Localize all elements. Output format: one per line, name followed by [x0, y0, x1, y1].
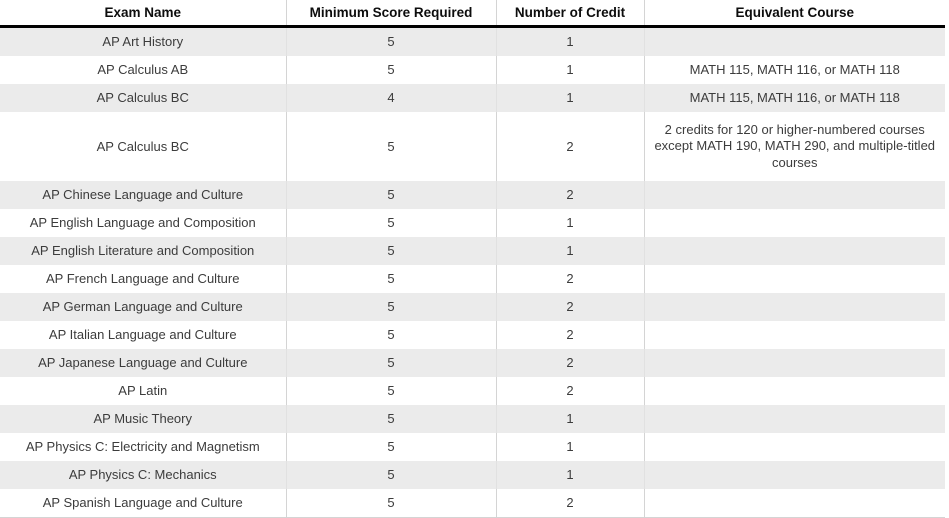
cell-number-of-credit: 1	[496, 84, 645, 112]
cell-exam-name: AP German Language and Culture	[0, 293, 287, 321]
cell-number-of-credit: 2	[496, 293, 645, 321]
cell-minimum-score: 5	[286, 209, 497, 237]
column-header-exam-name: Exam Name	[0, 0, 287, 28]
cell-exam-name: AP Latin	[0, 377, 287, 405]
cell-minimum-score: 5	[286, 405, 497, 433]
cell-number-of-credit: 1	[496, 461, 645, 489]
cell-minimum-score: 5	[286, 489, 497, 518]
table-row: AP Physics C: Electricity and Magnetism 5…	[0, 433, 945, 461]
cell-number-of-credit: 2	[496, 321, 645, 349]
cell-exam-name: AP Spanish Language and Culture	[0, 489, 287, 518]
cell-equivalent-course	[644, 377, 945, 405]
cell-number-of-credit: 2	[496, 181, 645, 209]
table-row: AP English Literature and Composition 5 1	[0, 237, 945, 265]
cell-equivalent-course: MATH 115, MATH 116, or MATH 118	[644, 84, 945, 112]
column-header-number-of-credit: Number of Credit	[496, 0, 645, 28]
cell-equivalent-course	[644, 433, 945, 461]
cell-equivalent-course	[644, 489, 945, 518]
cell-minimum-score: 5	[286, 181, 497, 209]
table-row: AP Art History 5 1	[0, 26, 945, 56]
cell-minimum-score: 5	[286, 112, 497, 181]
table-body: AP Art History 5 1 AP Calculus AB 5 1 MATH 115…	[0, 26, 945, 518]
cell-minimum-score: 5	[286, 26, 497, 56]
cell-number-of-credit: 2	[496, 377, 645, 405]
cell-number-of-credit: 2	[496, 265, 645, 293]
table-row: AP Music Theory 5 1	[0, 405, 945, 433]
cell-equivalent-course: 2 credits for 120 or higher-numbered cou…	[644, 112, 945, 181]
cell-equivalent-course	[644, 209, 945, 237]
cell-minimum-score: 5	[286, 461, 497, 489]
cell-minimum-score: 5	[286, 377, 497, 405]
cell-exam-name: AP Chinese Language and Culture	[0, 181, 287, 209]
cell-number-of-credit: 1	[496, 237, 645, 265]
cell-exam-name: AP Music Theory	[0, 405, 287, 433]
table-row: AP Calculus BC 4 1 MATH 115, MATH 116, or M…	[0, 84, 945, 112]
cell-exam-name: AP Calculus AB	[0, 56, 287, 84]
cell-number-of-credit: 1	[496, 26, 645, 56]
table-row: AP French Language and Culture 5 2	[0, 265, 945, 293]
cell-equivalent-course	[644, 405, 945, 433]
table-row: AP English Language and Composition 5 1	[0, 209, 945, 237]
table-row: AP German Language and Culture 5 2	[0, 293, 945, 321]
cell-equivalent-course	[644, 237, 945, 265]
cell-minimum-score: 4	[286, 84, 497, 112]
cell-number-of-credit: 2	[496, 112, 645, 181]
cell-minimum-score: 5	[286, 321, 497, 349]
cell-exam-name: AP English Literature and Composition	[0, 237, 287, 265]
cell-number-of-credit: 2	[496, 489, 645, 518]
cell-equivalent-course	[644, 181, 945, 209]
cell-minimum-score: 5	[286, 349, 497, 377]
cell-number-of-credit: 1	[496, 405, 645, 433]
cell-minimum-score: 5	[286, 293, 497, 321]
cell-exam-name: AP Physics C: Electricity and Magnetism	[0, 433, 287, 461]
table-row: AP Spanish Language and Culture 5 2	[0, 489, 945, 518]
cell-equivalent-course	[644, 461, 945, 489]
cell-equivalent-course	[644, 265, 945, 293]
cell-minimum-score: 5	[286, 265, 497, 293]
cell-equivalent-course: MATH 115, MATH 116, or MATH 118	[644, 56, 945, 84]
cell-equivalent-course	[644, 349, 945, 377]
column-header-minimum-score-required: Minimum Score Required	[286, 0, 497, 28]
cell-minimum-score: 5	[286, 433, 497, 461]
cell-exam-name: AP Japanese Language and Culture	[0, 349, 287, 377]
column-header-equivalent-course: Equivalent Course	[644, 0, 945, 28]
table-row: AP Chinese Language and Culture 5 2	[0, 181, 945, 209]
table-row: AP Physics C: Mechanics 5 1	[0, 461, 945, 489]
table-row: AP Calculus AB 5 1 MATH 115, MATH 116, or M…	[0, 56, 945, 84]
cell-exam-name: AP Calculus BC	[0, 84, 287, 112]
table-header: Exam Name Minimum Score Required Number …	[0, 0, 945, 28]
table-row: AP Japanese Language and Culture 5 2	[0, 349, 945, 377]
cell-minimum-score: 5	[286, 56, 497, 84]
cell-exam-name: AP English Language and Composition	[0, 209, 287, 237]
cell-number-of-credit: 2	[496, 349, 645, 377]
cell-equivalent-course	[644, 26, 945, 56]
cell-equivalent-course	[644, 321, 945, 349]
cell-number-of-credit: 1	[496, 209, 645, 237]
cell-exam-name: AP Calculus BC	[0, 112, 287, 181]
header-row: Exam Name Minimum Score Required Number …	[0, 0, 945, 28]
cell-exam-name: AP Physics C: Mechanics	[0, 461, 287, 489]
cell-exam-name: AP Italian Language and Culture	[0, 321, 287, 349]
table-row: AP Calculus BC 5 2 2 credits for 120 or hig…	[0, 112, 945, 181]
cell-minimum-score: 5	[286, 237, 497, 265]
table-row: AP Italian Language and Culture 5 2	[0, 321, 945, 349]
cell-number-of-credit: 1	[496, 56, 645, 84]
table-row: AP Latin 5 2	[0, 377, 945, 405]
cell-exam-name: AP French Language and Culture	[0, 265, 287, 293]
cell-exam-name: AP Art History	[0, 26, 287, 56]
cell-number-of-credit: 1	[496, 433, 645, 461]
cell-equivalent-course	[644, 293, 945, 321]
